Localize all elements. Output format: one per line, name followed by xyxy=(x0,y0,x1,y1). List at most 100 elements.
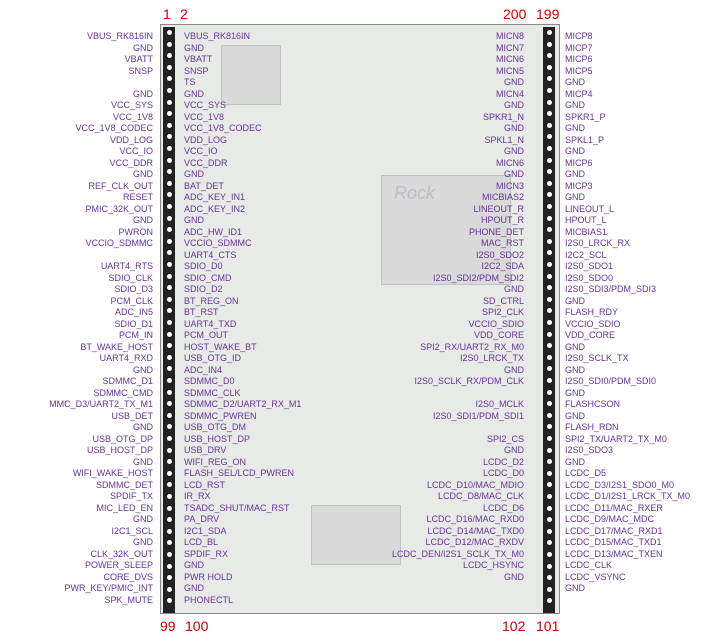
pin-label-right-inner: LCDC_DEN/I2S1_SCLK_TX_M0 xyxy=(368,549,524,559)
pin-label-left-outer: VCC_1V8 xyxy=(48,112,153,122)
pin-label-right-outer: VCCIO_SDIO xyxy=(565,319,715,329)
pin-label-left-inner: VBUS_RK816IN xyxy=(184,31,334,41)
header-hole xyxy=(167,65,172,70)
pin-label-right-outer: I2S0_SCLK_TX xyxy=(565,353,715,363)
header-hole xyxy=(167,88,172,93)
pin-label-left-inner: SNSP xyxy=(184,66,334,76)
header-hole xyxy=(167,181,172,186)
pin-label-right-outer: SPI2_TX/UART2_TX_M0 xyxy=(565,434,715,444)
header-hole xyxy=(547,227,552,232)
pin-label-left-inner: BT_RST xyxy=(184,307,334,317)
pin-label-right-inner: LCDC_HSYNC xyxy=(368,560,524,570)
pin-label-left-inner: BT_REG_ON xyxy=(184,296,334,306)
header-hole xyxy=(167,413,172,418)
pin-label-right-inner: GND xyxy=(368,146,524,156)
pin-label-left-outer: PWRON xyxy=(48,227,153,237)
pin-label-right-inner: SPKL1_N xyxy=(368,135,524,145)
pin-label-left-inner: VCC_1V8_CODEC xyxy=(184,123,334,133)
header-hole xyxy=(167,448,172,453)
pin-label-left-inner: BAT_DET xyxy=(184,181,334,191)
header-hole xyxy=(547,65,552,70)
pin-label-right-outer: MICP8 xyxy=(565,31,715,41)
pin-label-left-outer: CORE_DVS xyxy=(48,572,153,582)
pin-label-right-inner: HPOUT_R xyxy=(368,215,524,225)
header-hole xyxy=(167,355,172,360)
pin-label-left-inner: HOST_WAKE_BT xyxy=(184,342,334,352)
pin-label-left-outer: REF_CLK_OUT xyxy=(48,181,153,191)
pin-label-right-inner: I2S0_LRCK_TX xyxy=(368,353,524,363)
header-hole xyxy=(167,564,172,569)
pin-label-right-inner: SPKR1_N xyxy=(368,112,524,122)
header-hole xyxy=(547,482,552,487)
pin-label-right-outer: GND xyxy=(565,342,715,352)
header-hole xyxy=(167,436,172,441)
pin-label-right-inner: I2S0_SDO2 xyxy=(368,250,524,260)
header-strip-left xyxy=(163,27,175,613)
pin-label-left-outer: UART4_RTS xyxy=(48,261,153,271)
pin-label-left-outer: MIC_LED_EN xyxy=(48,503,153,513)
pin-label-left-inner: GND xyxy=(184,560,334,570)
header-hole xyxy=(167,111,172,116)
pin-label-left-outer: PMIC_32K_OUT xyxy=(48,204,153,214)
pin-label-left-inner: UART4_TXD xyxy=(184,319,334,329)
pin-label-left-inner: GND xyxy=(184,215,334,225)
header-hole xyxy=(167,598,172,603)
pin-label-left-inner: VDD_LOG xyxy=(184,135,334,145)
header-hole xyxy=(167,552,172,557)
pin-label-left-inner: ADC_HW_ID1 xyxy=(184,227,334,237)
pin-label-left-outer: SDIO_D3 xyxy=(48,284,153,294)
pin-label-right-inner: SPI2_CLK xyxy=(368,307,524,317)
header-hole xyxy=(547,378,552,383)
header-hole xyxy=(167,343,172,348)
header-hole xyxy=(547,146,552,151)
header-hole xyxy=(167,250,172,255)
pin-label-left-outer: VCC_SYS xyxy=(48,100,153,110)
header-hole xyxy=(167,459,172,464)
pin-label-right-outer: GND xyxy=(565,123,715,133)
pin-label-left-inner: GND xyxy=(184,169,334,179)
header-hole xyxy=(167,192,172,197)
pin-label-left-outer: BT_WAKE_HOST xyxy=(48,342,153,352)
pin-label-right-outer: GND xyxy=(565,169,715,179)
header-hole xyxy=(547,30,552,35)
header-hole xyxy=(167,494,172,499)
pin-label-left-inner: USB_OTG_DM xyxy=(184,422,334,432)
header-hole xyxy=(167,100,172,105)
pin-label-right-inner: GND xyxy=(368,284,524,294)
header-hole xyxy=(547,192,552,197)
pin-label-right-outer: I2S0_SDO0 xyxy=(565,273,715,283)
header-hole xyxy=(167,42,172,47)
header-hole xyxy=(547,42,552,47)
pin-label-left-inner: UART4_CTS xyxy=(184,250,334,260)
pin-label-right-outer: VDD_CORE xyxy=(565,330,715,340)
pin-label-left-outer: GND xyxy=(48,43,153,53)
header-hole xyxy=(167,366,172,371)
pin-label-right-inner: LCDC_D16/MAC_RXD0 xyxy=(368,514,524,524)
pin-label-left-outer: USB_DET xyxy=(48,411,153,421)
header-hole xyxy=(167,53,172,58)
header-hole xyxy=(547,552,552,557)
pin-label-right-inner: GND xyxy=(368,77,524,87)
pin-label-left-inner: PA_DRV xyxy=(184,514,334,524)
pin-label-right-outer: FLASH_RDN xyxy=(565,422,715,432)
pin-label-right-outer: MICBIAS1 xyxy=(565,227,715,237)
header-hole xyxy=(547,169,552,174)
pin-label-right-outer: I2S0_SDI0/PDM_SDI0 xyxy=(565,376,715,386)
pin-label-left-outer: VDD_LOG xyxy=(48,135,153,145)
pin-number-2: 2 xyxy=(180,6,188,22)
pin-label-right-inner: LCDC_D10/MAC_MDIO xyxy=(368,480,524,490)
pin-label-right-inner: VDD_CORE xyxy=(368,330,524,340)
header-hole xyxy=(167,332,172,337)
header-hole xyxy=(167,308,172,313)
header-hole xyxy=(547,320,552,325)
header-hole xyxy=(167,297,172,302)
header-hole xyxy=(167,216,172,221)
pin-label-left-outer: SDMMC_DET xyxy=(48,480,153,490)
pin-label-right-inner: GND xyxy=(368,169,524,179)
header-hole xyxy=(167,424,172,429)
pin-label-left-inner: VCCIO_SDMMC xyxy=(184,238,334,248)
pin-label-left-inner: PWR HOLD xyxy=(184,572,334,582)
header-hole xyxy=(547,250,552,255)
header-hole xyxy=(167,517,172,522)
pin-label-left-inner: SDMMC_D2/UART2_RX_M1 xyxy=(184,399,334,409)
